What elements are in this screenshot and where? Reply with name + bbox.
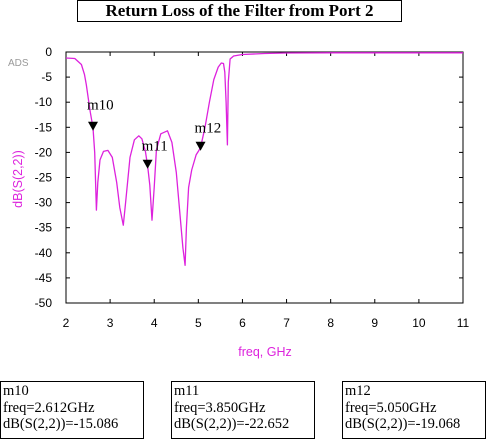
x-tick-label: 10 (412, 316, 426, 330)
marker-m11-label: m11 (142, 139, 168, 155)
marker-m12-triangle (195, 141, 206, 151)
y-tick-label: -20 (35, 145, 53, 159)
x-tick-label: 6 (239, 316, 246, 330)
x-tick-label: 11 (457, 316, 470, 330)
marker-box-name: m12 (345, 383, 371, 399)
marker-m10-label: m10 (87, 98, 114, 114)
plot-frame (65, 51, 464, 304)
trace-layer (65, 52, 463, 267)
x-tick-label: 4 (151, 316, 158, 330)
y-tick-label: -50 (35, 296, 53, 310)
marker-box-name: m11 (174, 383, 200, 399)
marker-box-value: dB(S(2,2))=-22.652 (174, 416, 290, 432)
marker-layer: m10 m11 m12 (87, 98, 221, 169)
marker-box-freq: freq=3.850GHz (174, 399, 266, 416)
y-tick-label: -5 (41, 70, 52, 84)
y-tick-label: -10 (35, 95, 53, 109)
axes: 2 3 4 5 6 7 8 9 10 11 0 -5 -10 -15 -20 -25 -30 -35 -40 -45 -… (35, 45, 470, 330)
marker-box-m10: m10 freq=2.612GHz dB(S(2,2))=-15.086 (0, 381, 144, 439)
marker-m11-triangle (142, 159, 153, 169)
y-tick-label: -15 (35, 120, 53, 134)
x-tick-label: 8 (327, 316, 334, 330)
marker-box-freq: freq=5.050GHz (345, 399, 437, 416)
y-tick-label: -40 (35, 246, 53, 260)
y-tick-label: -45 (35, 271, 53, 285)
marker-box-m12: m12 freq=5.050GHz dB(S(2,2))=-19.068 (342, 381, 486, 439)
marker-box-m11: m11 freq=3.850GHz dB(S(2,2))=-22.652 (171, 381, 315, 439)
marker-box-value: dB(S(2,2))=-19.068 (345, 416, 461, 432)
y-tick-label: 0 (45, 45, 52, 59)
marker-m10-triangle (87, 121, 98, 131)
x-tick-label: 5 (195, 316, 202, 330)
y-tick-label: -30 (35, 196, 53, 210)
x-tick-label: 3 (107, 316, 114, 330)
marker-box-value: dB(S(2,2))=-15.086 (3, 416, 119, 432)
marker-m12-label: m12 (195, 121, 222, 137)
chart-title: Return Loss of the Filter from Port 2 (77, 0, 402, 22)
marker-box-name: m10 (3, 383, 29, 399)
return-loss-chart: ADS 2 3 4 5 6 7 8 9 10 11 0 -5 -10 -15 -20 -25 -30 -35 -40… (8, 45, 470, 359)
y-axis-label: dB(S(2,2)) (11, 150, 25, 208)
x-tick-label: 7 (283, 316, 290, 330)
x-tick-label: 2 (63, 316, 70, 330)
x-axis-label: freq, GHz (238, 345, 292, 359)
y-tick-label: -35 (35, 221, 53, 235)
ads-watermark: ADS (8, 58, 29, 69)
x-tick-label: 9 (371, 316, 378, 330)
marker-box-freq: freq=2.612GHz (3, 399, 95, 416)
series-line-s22 (65, 52, 463, 267)
y-tick-label: -25 (35, 171, 53, 185)
